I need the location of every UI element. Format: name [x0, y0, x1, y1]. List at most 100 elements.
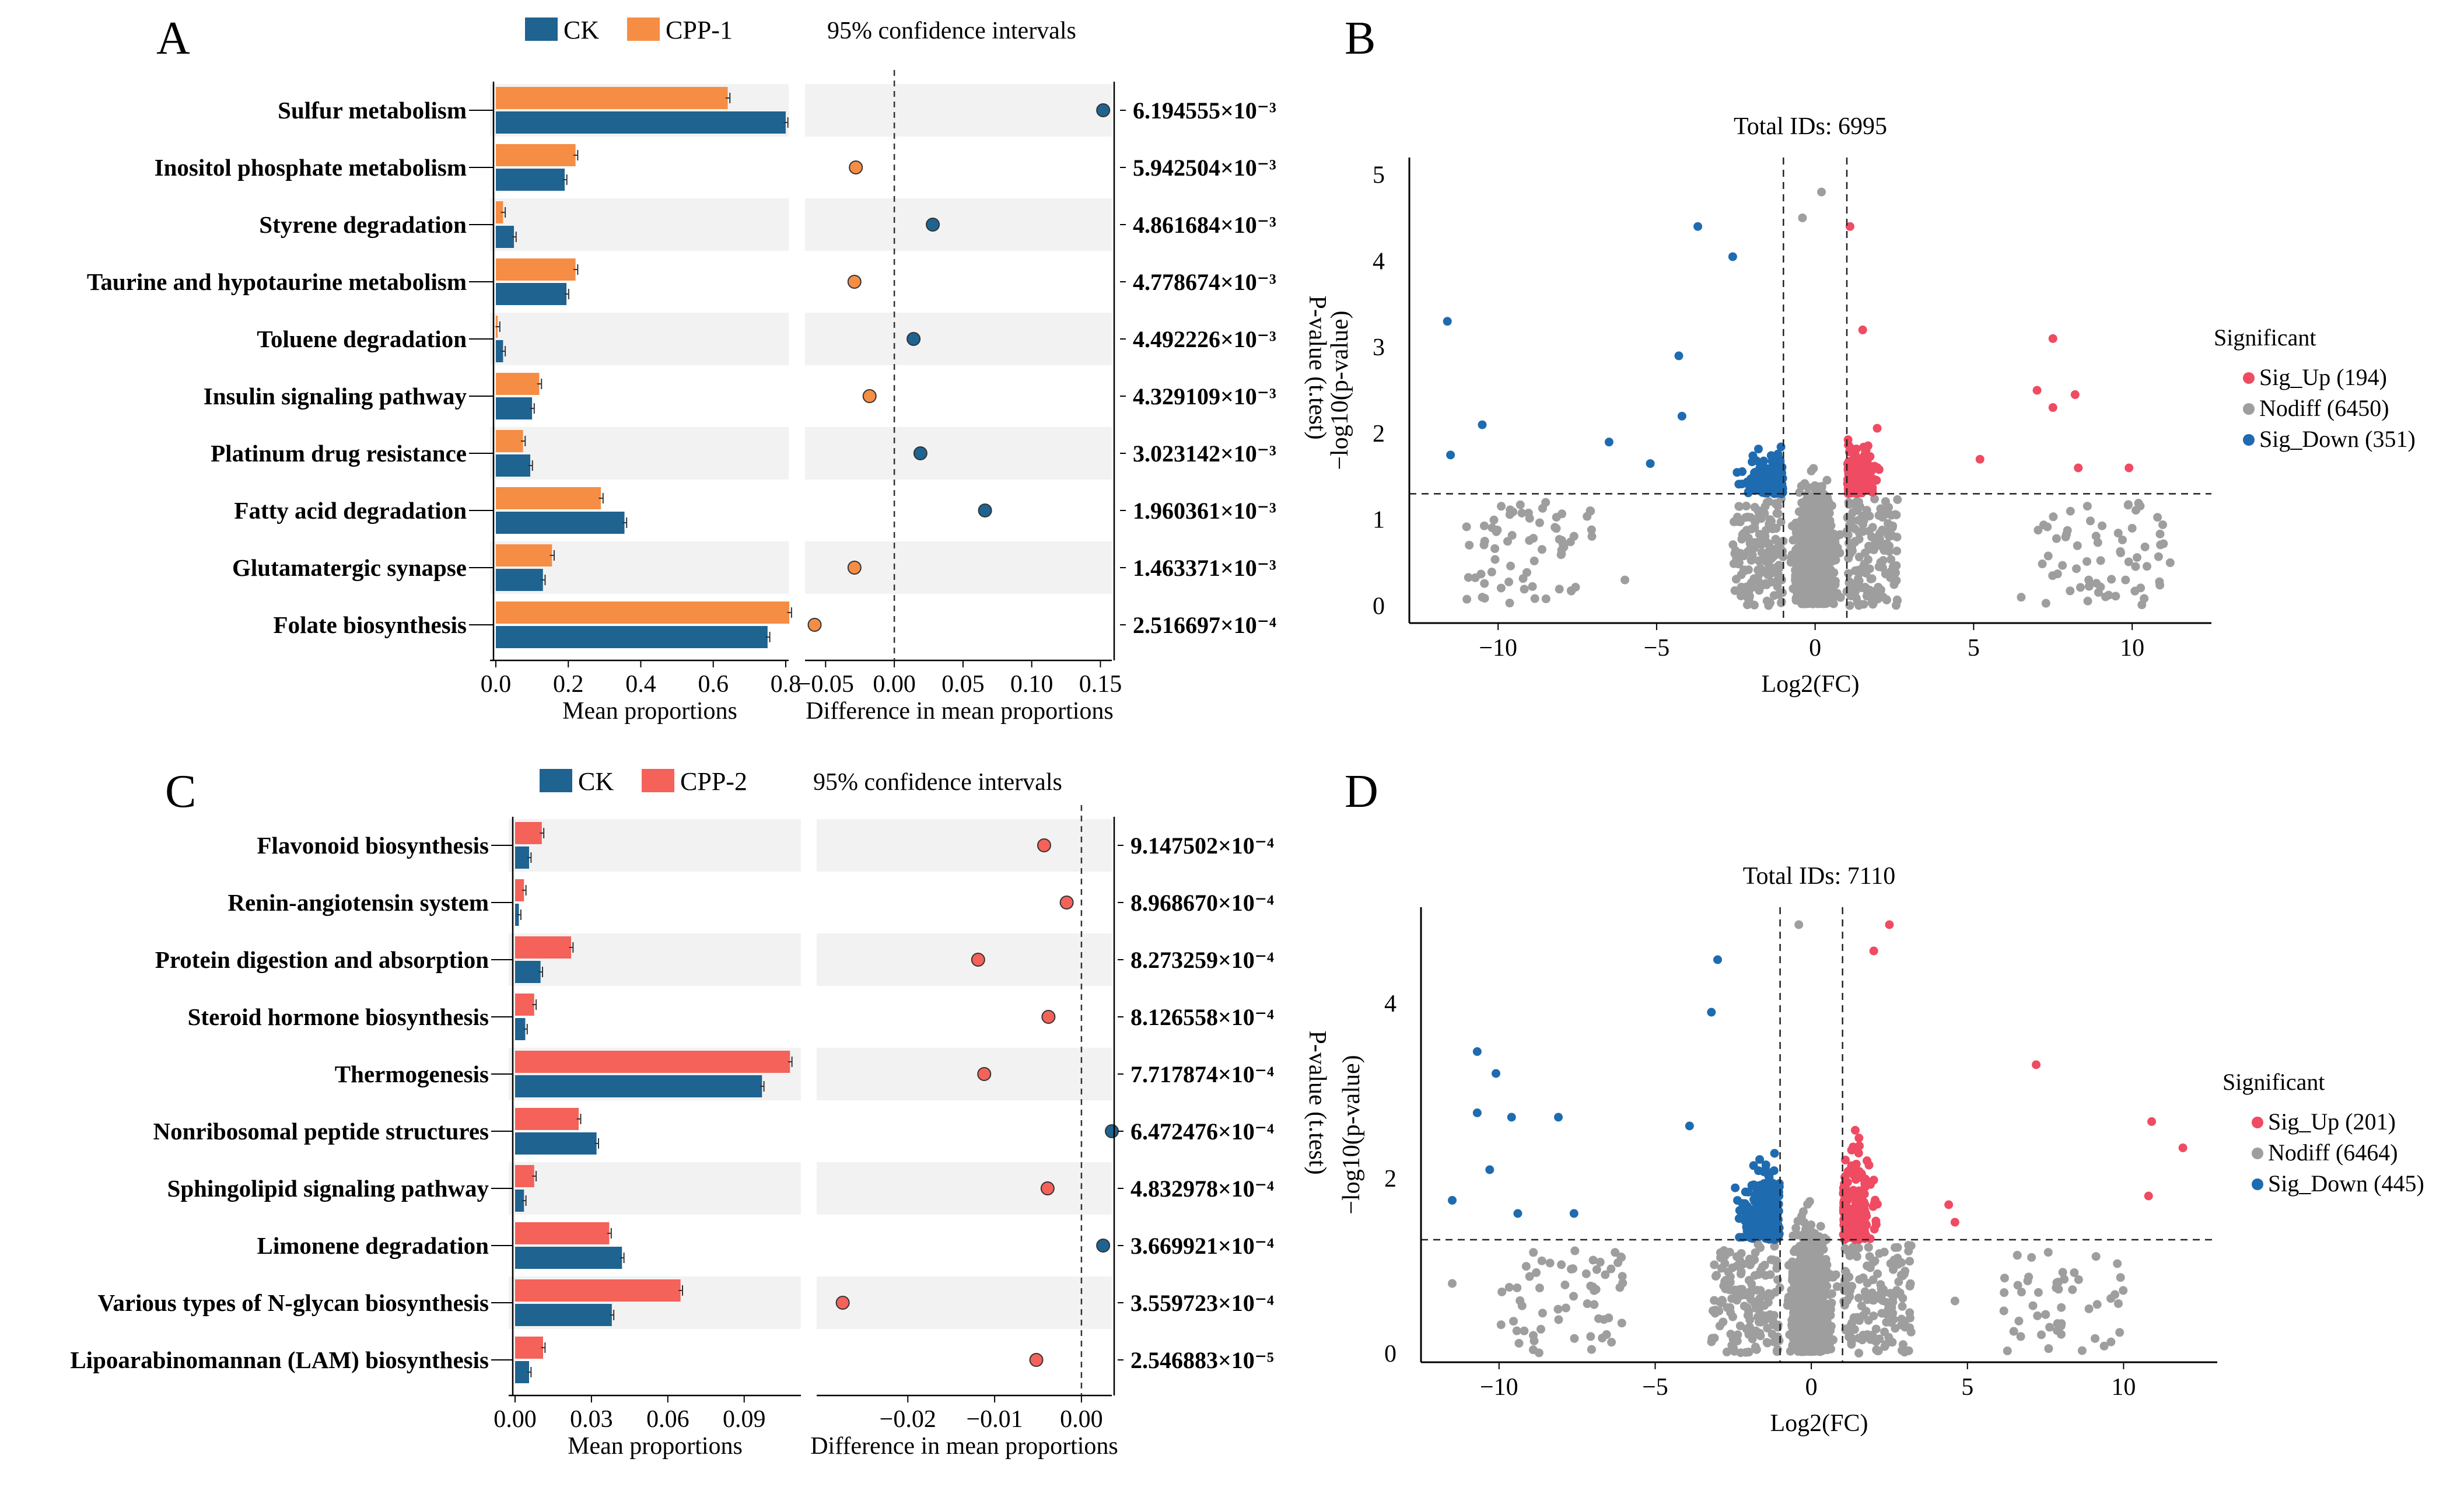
ci-x-axis-label: Difference in mean proportions: [810, 1433, 1118, 1460]
point-nodiff: [2096, 582, 2105, 592]
point-nodiff: [1898, 1340, 1908, 1349]
point-nodiff: [1854, 576, 1864, 585]
point-nodiff: [1847, 585, 1856, 594]
point-nodiff: [1876, 504, 1885, 513]
volcano-y-tick-label: 4: [1373, 248, 1385, 275]
point-nodiff: [1737, 570, 1746, 579]
point-nodiff: [2038, 559, 2047, 569]
point-sig-down: [1748, 475, 1757, 485]
point-nodiff: [1762, 1338, 1772, 1347]
point-nodiff: [2123, 501, 2133, 510]
point-nodiff: [1821, 1310, 1830, 1320]
panel-letter-c: C: [165, 766, 196, 817]
point-nodiff: [1873, 1269, 1882, 1278]
point-sig-down: [1747, 1181, 1756, 1190]
point-sig-down: [1735, 1206, 1744, 1215]
point-sig-down: [1713, 955, 1723, 964]
point-nodiff: [1893, 495, 1902, 504]
point-nodiff: [2155, 580, 2165, 590]
point-nodiff: [1794, 920, 1804, 929]
point-nodiff: [1824, 571, 1833, 580]
legend-label-sig-down: Sig_Down (445): [2268, 1170, 2424, 1197]
pvalue-folate-biosynthesis: 2.516697×10⁻⁴: [1133, 612, 1276, 638]
bar-x-tick-label: 0.0: [481, 671, 512, 698]
point-sig-down: [1772, 1216, 1781, 1225]
point-nodiff: [2033, 1311, 2042, 1320]
point-nodiff: [1530, 557, 1539, 566]
point-nodiff: [1860, 1287, 1870, 1296]
point-nodiff: [1791, 1259, 1801, 1268]
point-nodiff: [2077, 1346, 2087, 1355]
point-nodiff: [1882, 539, 1892, 548]
point-sig-down: [1513, 1209, 1522, 1218]
point-nodiff: [1788, 1231, 1798, 1240]
point-nodiff: [1756, 514, 1766, 523]
point-nodiff: [1493, 525, 1502, 534]
point-nodiff: [1525, 513, 1534, 523]
point-nodiff: [1522, 568, 1531, 577]
bar-treatment-sulfur-metabolism: [496, 87, 728, 109]
point-nodiff: [1846, 549, 1855, 558]
point-nodiff: [2085, 516, 2095, 526]
point-nodiff: [1826, 1344, 1836, 1353]
point-nodiff: [2158, 520, 2167, 529]
point-sig-down: [1774, 1187, 1783, 1197]
point-nodiff: [1570, 1334, 1579, 1343]
point-sig-up: [1872, 475, 1881, 485]
point-sig-up: [1859, 466, 1868, 475]
point-nodiff: [1729, 1343, 1738, 1352]
point-sig-up: [1864, 1160, 1874, 1170]
pvalue-platinum-drug-resistance: 3.023142×10⁻³: [1133, 440, 1276, 467]
ci-point-sphingolipid-signaling-pathway: [1040, 1181, 1055, 1195]
point-nodiff: [1726, 1278, 1735, 1287]
pvalue-styrene-degradation: 4.861684×10⁻³: [1133, 212, 1276, 238]
bar-ck-taurine-and-hypotaurine-metabolism: [496, 283, 567, 305]
point-sig-down: [1693, 222, 1703, 231]
point-nodiff: [1733, 1330, 1742, 1339]
point-nodiff: [1528, 582, 1537, 591]
point-sig-up: [1859, 442, 1868, 452]
legend-marker-sig-down: [2243, 434, 2255, 446]
pvalue-sphingolipid-signaling-pathway: 4.832978×10⁻⁴: [1130, 1176, 1274, 1202]
point-nodiff: [2066, 506, 2075, 516]
point-nodiff: [1889, 1255, 1899, 1265]
point-sig-down: [1749, 1217, 1758, 1226]
row-band: [490, 427, 789, 480]
category-label-toluene-degradation: Toluene degradation: [257, 326, 467, 352]
point-sig-up: [2070, 390, 2080, 399]
point-nodiff: [2131, 562, 2140, 571]
point-nodiff: [1860, 582, 1870, 592]
point-nodiff: [1558, 539, 1567, 548]
point-sig-up: [1852, 475, 1861, 485]
volcano-y-tick-label: 3: [1373, 334, 1385, 361]
ci-point-flavonoid-biosynthesis: [1037, 838, 1051, 852]
point-nodiff: [1845, 1292, 1854, 1301]
point-nodiff: [2119, 1286, 2128, 1295]
point-nodiff: [1760, 1301, 1769, 1310]
point-nodiff: [2000, 1274, 2009, 1283]
point-nodiff: [1561, 1303, 1570, 1313]
point-nodiff: [1797, 481, 1806, 491]
point-nodiff: [1800, 594, 1810, 603]
point-nodiff: [2060, 1275, 2069, 1284]
point-nodiff: [1753, 1297, 1762, 1307]
point-nodiff: [1845, 1332, 1854, 1342]
point-nodiff: [2082, 502, 2092, 511]
point-sig-up: [1860, 1199, 1870, 1209]
point-sig-up: [1869, 946, 1878, 956]
point-sig-down: [1485, 1165, 1494, 1174]
point-nodiff: [1847, 1339, 1856, 1349]
point-sig-down: [1740, 1199, 1749, 1208]
point-nodiff: [2041, 599, 2050, 608]
point-nodiff: [2154, 552, 2163, 561]
category-label-sphingolipid-signaling-pathway: Sphingolipid signaling pathway: [167, 1175, 489, 1202]
pvalue-axis-label: P-value (t.test): [1304, 1030, 1331, 1174]
bar-ck-inositol-phosphate-metabolism: [496, 169, 565, 191]
point-sig-down: [1732, 1196, 1742, 1205]
point-sig-down: [1762, 475, 1771, 485]
point-nodiff: [1550, 523, 1560, 532]
point-nodiff: [1803, 1286, 1812, 1295]
point-sig-down: [1761, 1164, 1770, 1173]
point-nodiff: [1724, 1267, 1733, 1276]
point-nodiff: [1772, 563, 1781, 572]
